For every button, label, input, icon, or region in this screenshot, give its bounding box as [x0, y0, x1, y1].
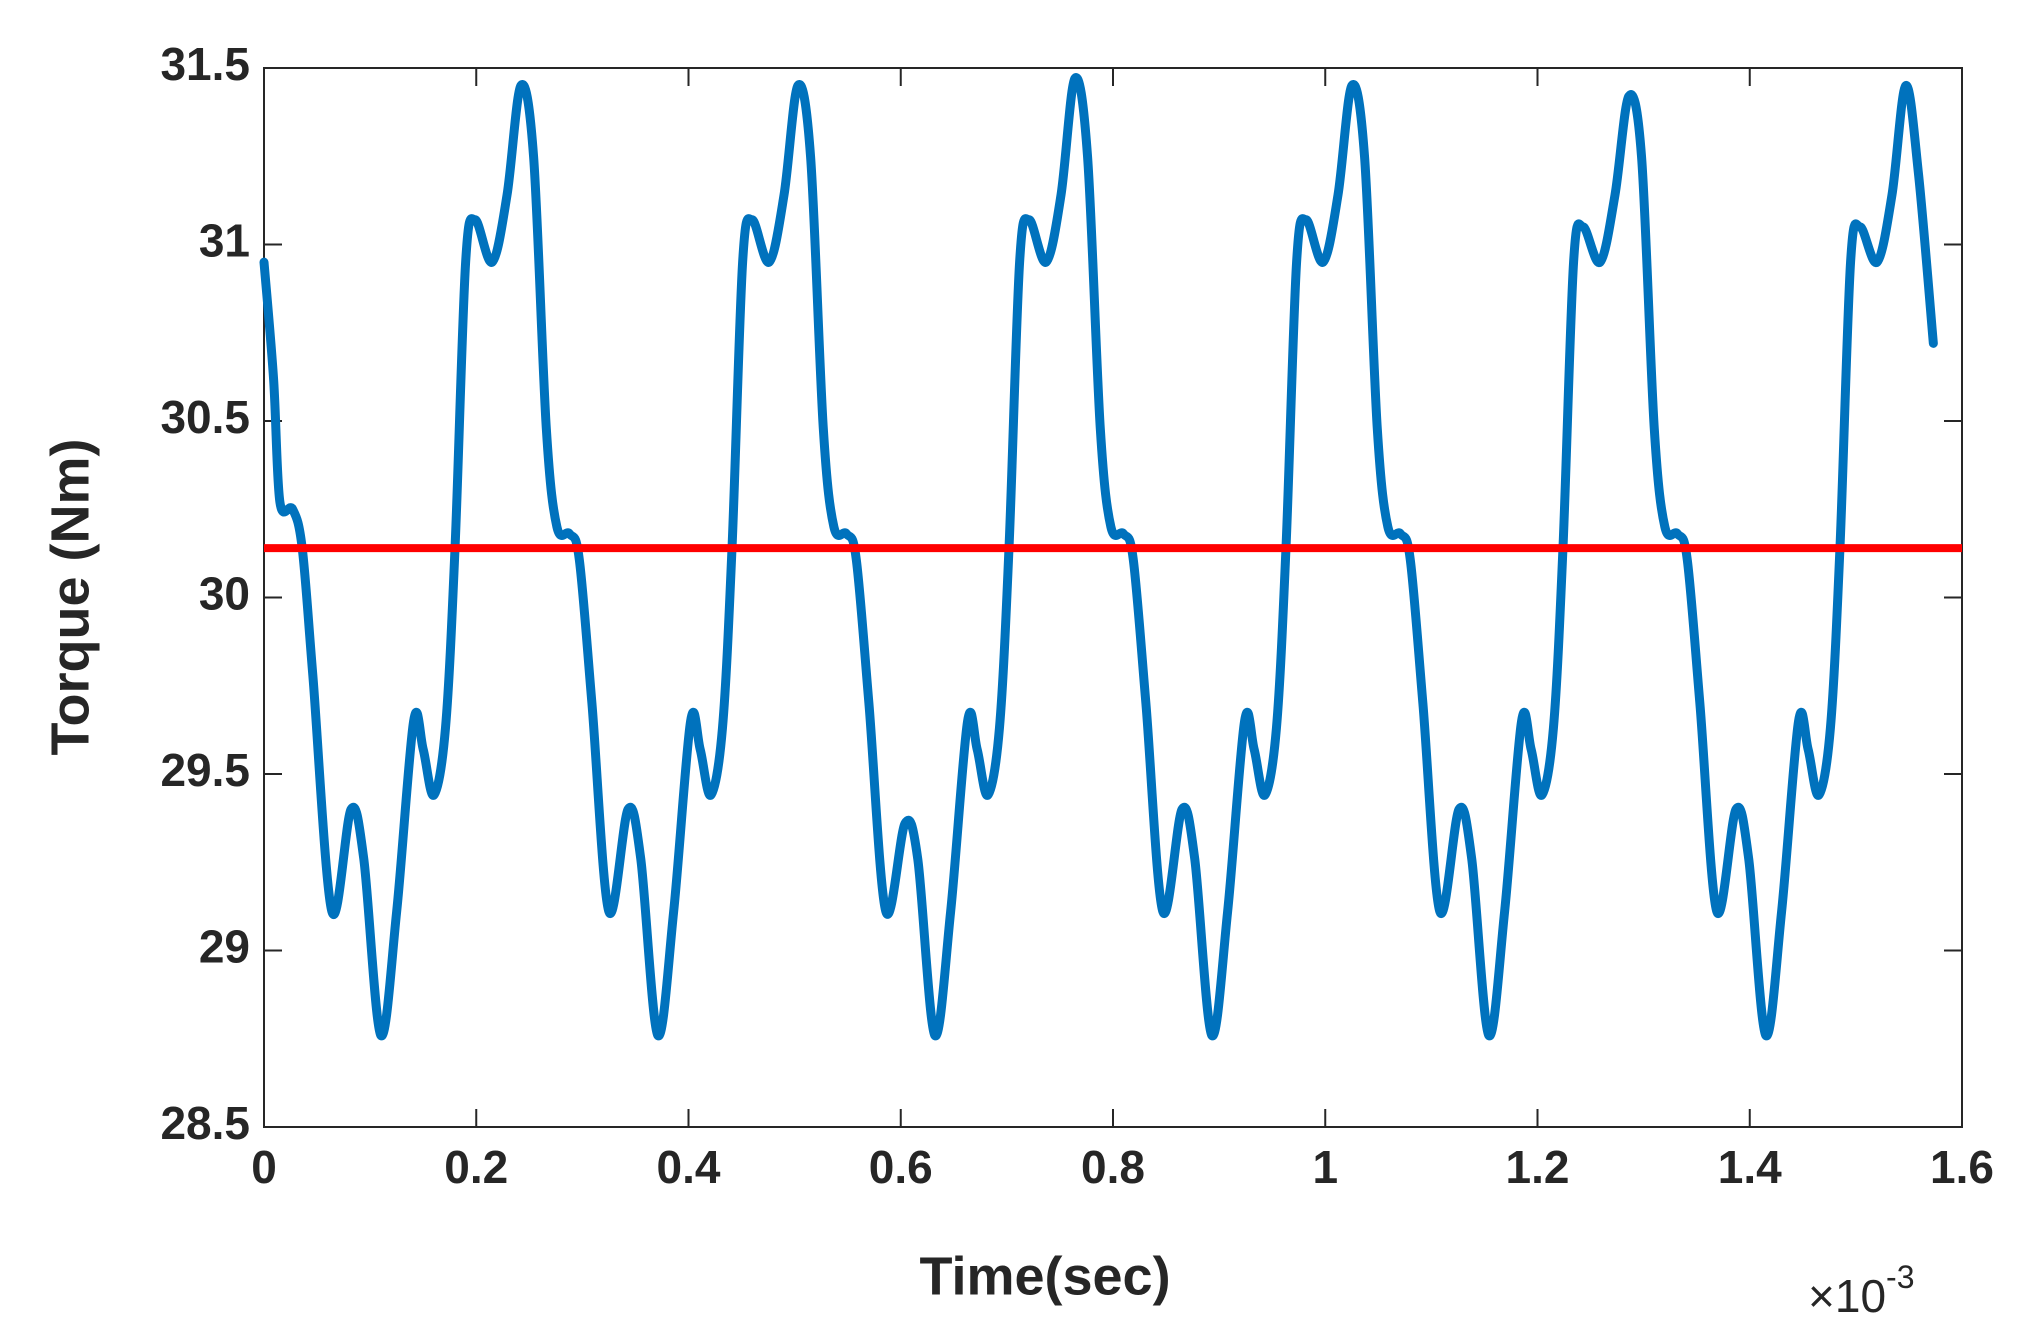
x-tick-label: 0	[251, 1141, 277, 1193]
x-tick-label: 1.4	[1718, 1141, 1782, 1193]
x-multiplier: ×10-3	[1808, 1259, 1914, 1322]
x-tick-label: 0.2	[444, 1141, 508, 1193]
torque-line	[259, 73, 1938, 1041]
x-tick-label: 1.2	[1506, 1141, 1570, 1193]
y-tick-label: 29	[199, 921, 250, 973]
y-axis-label: Torque (Nm)	[40, 439, 100, 756]
x-tick-label: 0.6	[869, 1141, 933, 1193]
y-tick-label: 30	[199, 568, 250, 620]
plot-area	[263, 67, 1963, 1128]
y-tick-label: 29.5	[160, 744, 250, 796]
x-tick-label: 1.6	[1930, 1141, 1994, 1193]
y-tick-label: 31.5	[160, 38, 250, 90]
y-tick-label: 31	[199, 215, 250, 267]
x-axis-label: Time(sec)	[919, 1246, 1170, 1306]
x-multiplier-exponent: -3	[1886, 1259, 1914, 1295]
x-tick-label: 0.4	[657, 1141, 721, 1193]
x-multiplier-base: ×10	[1808, 1270, 1886, 1322]
y-tick-label: 28.5	[160, 1097, 250, 1149]
x-tick-label: 0.8	[1081, 1141, 1145, 1193]
y-tick-label: 30.5	[160, 391, 250, 443]
x-tick-label: 1	[1312, 1141, 1338, 1193]
